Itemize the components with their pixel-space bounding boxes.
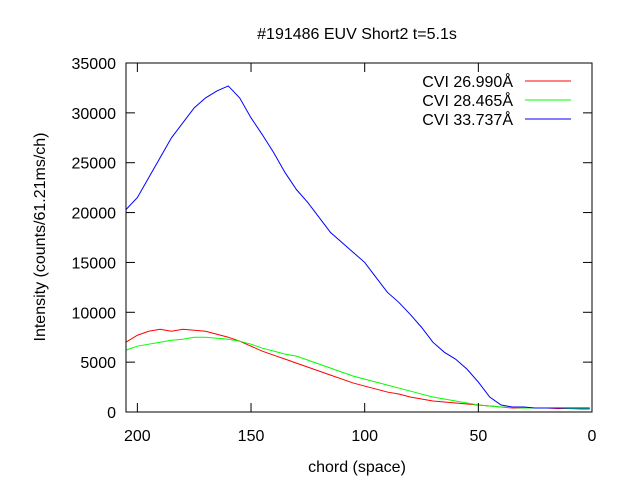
y-axis-label: Intensity (counts/61.21ms/ch) [32,133,49,342]
x-tick-label-3: 50 [469,428,487,445]
y-tick-label-4: 20000 [72,206,117,223]
series-line-2 [125,336,590,410]
series-layer [125,85,590,410]
legend-label-2: CVI 28.465Å [422,91,513,110]
y-tick-label-5: 25000 [72,156,117,173]
y-tick-label-7: 35000 [72,56,117,73]
series-line-3 [125,85,590,409]
series-line-1 [125,328,590,410]
axis-layer: 0 5000 10000 15000 20000 25000 30000 35000 200 15… [72,56,597,445]
x-axis-label: chord (space) [308,459,406,476]
x-tick-label-0: 200 [124,428,151,445]
legend-label-3: CVI 33.737Å [422,110,513,129]
y-tick-label-1: 5000 [80,355,116,372]
plot-frame [125,62,593,413]
legend-label-1: CVI 26.990Å [422,72,513,91]
x-tick-label-1: 150 [238,428,265,445]
x-tick-label-2: 100 [351,428,378,445]
y-tick-label-6: 30000 [72,106,117,123]
chart-title: #191486 EUV Short2 t=5.1s [257,26,457,43]
y-tick-label-0: 0 [107,405,116,422]
y-tick-label-2: 10000 [72,305,117,322]
y-tick-label-3: 15000 [72,255,117,272]
x-tick-label-4: 0 [588,428,597,445]
